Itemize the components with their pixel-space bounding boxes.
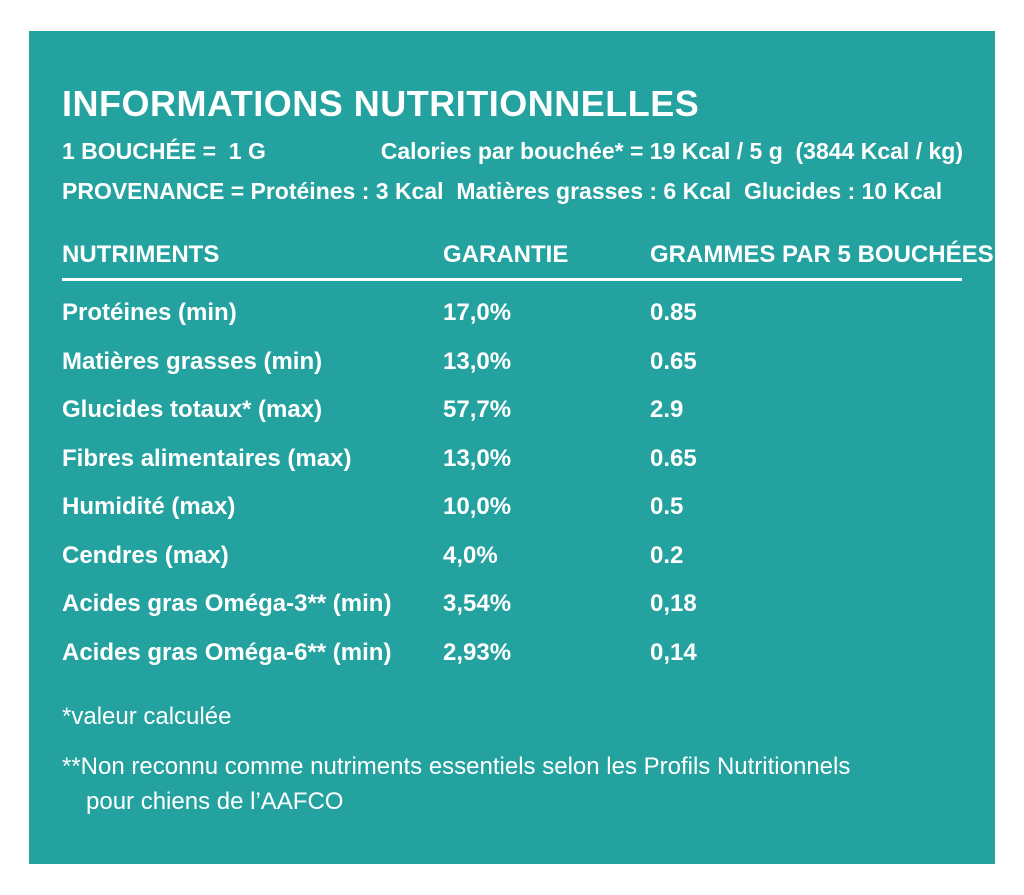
column-header-grams: GRAMMES PAR 5 BOUCHÉES	[650, 241, 994, 268]
grams-value: 0.2	[650, 541, 684, 569]
table-row: Acides gras Oméga-6** (min) 2,93% 0,14	[62, 629, 962, 678]
column-header-nutrients: NUTRIMENTS	[62, 241, 220, 268]
table-header-row: NUTRIMENTS GARANTIE GRAMMES PAR 5 BOUCHÉ…	[62, 241, 994, 281]
table-row: Glucides totaux* (max) 57,7% 2.9	[62, 386, 962, 435]
grams-value: 0,18	[650, 590, 697, 618]
table-row: Humidité (max) 10,0% 0.5	[62, 483, 962, 532]
guarantee-value: 13,0%	[443, 444, 512, 472]
serving-line: 1 BOUCHÉE = 1 G Calories par bouchée* = …	[62, 137, 963, 165]
nutrient-label: Glucides totaux* (max)	[62, 396, 323, 424]
nutrition-panel: INFORMATIONS NUTRITIONNELLES 1 BOUCHÉE =…	[29, 31, 995, 864]
nutrient-label: Acides gras Oméga-3** (min)	[62, 590, 392, 618]
table-row: Fibres alimentaires (max) 13,0% 0.65	[62, 435, 962, 484]
nutrient-label: Humidité (max)	[62, 493, 236, 521]
footnote-calculated-value: *valeur calculée	[62, 703, 232, 730]
grams-value: 0.5	[650, 493, 684, 521]
guarantee-value: 57,7%	[443, 396, 512, 424]
footnote-aafco-line1: **Non reconnu comme nutriments essentiel…	[62, 753, 851, 780]
serving-size: 1 BOUCHÉE = 1 G	[62, 138, 266, 164]
panel-title: INFORMATIONS NUTRITIONNELLES	[62, 83, 700, 124]
table-row: Cendres (max) 4,0% 0.2	[62, 532, 962, 581]
grams-value: 0,14	[650, 638, 697, 666]
grams-value: 0.65	[650, 347, 697, 375]
footnote-aafco: **Non reconnu comme nutriments essentiel…	[62, 749, 963, 819]
guarantee-value: 17,0%	[443, 299, 512, 327]
guarantee-value: 10,0%	[443, 493, 512, 521]
grams-value: 0.65	[650, 444, 697, 472]
nutrient-label: Cendres (max)	[62, 541, 229, 569]
grams-value: 2.9	[650, 396, 684, 424]
footnote-aafco-line2: pour chiens de l’AAFCO	[86, 788, 344, 815]
guarantee-value: 2,93%	[443, 638, 512, 666]
nutrient-label: Protéines (min)	[62, 299, 237, 327]
guarantee-value: 3,54%	[443, 590, 512, 618]
nutrients-table: NUTRIMENTS GARANTIE GRAMMES PAR 5 BOUCHÉ…	[62, 241, 994, 677]
nutrient-label: Matières grasses (min)	[62, 347, 323, 375]
nutrient-label: Fibres alimentaires (max)	[62, 444, 352, 472]
calories-per-bite: Calories par bouchée* = 19 Kcal / 5 g (3…	[380, 138, 963, 164]
table-body: Protéines (min) 17,0% 0.85 Matières gras…	[62, 281, 962, 677]
guarantee-value: 13,0%	[443, 347, 512, 375]
table-row: Protéines (min) 17,0% 0.85	[62, 289, 962, 338]
calorie-provenance: PROVENANCE = Protéines : 3 Kcal Matières…	[62, 178, 943, 204]
table-row: Acides gras Oméga-3** (min) 3,54% 0,18	[62, 580, 962, 629]
table-row: Matières grasses (min) 13,0% 0.65	[62, 338, 962, 387]
grams-value: 0.85	[650, 299, 697, 327]
guarantee-value: 4,0%	[443, 541, 498, 569]
column-header-guarantee: GARANTIE	[443, 241, 569, 268]
nutrient-label: Acides gras Oméga-6** (min)	[62, 638, 392, 666]
footnotes: *valeur calculée **Non reconnu comme nut…	[62, 699, 963, 819]
